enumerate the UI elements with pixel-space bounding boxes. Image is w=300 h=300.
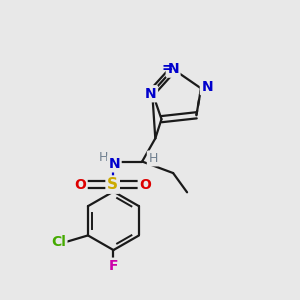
Text: O: O: [74, 178, 86, 192]
Text: O: O: [139, 178, 151, 192]
Text: F: F: [109, 259, 118, 273]
Text: N: N: [201, 80, 213, 94]
Text: H: H: [148, 152, 158, 165]
Text: H: H: [99, 151, 108, 164]
Text: N: N: [108, 157, 120, 171]
Text: Cl: Cl: [51, 236, 66, 249]
Text: N: N: [167, 62, 179, 76]
Text: S: S: [107, 177, 118, 192]
Text: =: =: [161, 61, 173, 75]
Text: N: N: [145, 87, 157, 101]
